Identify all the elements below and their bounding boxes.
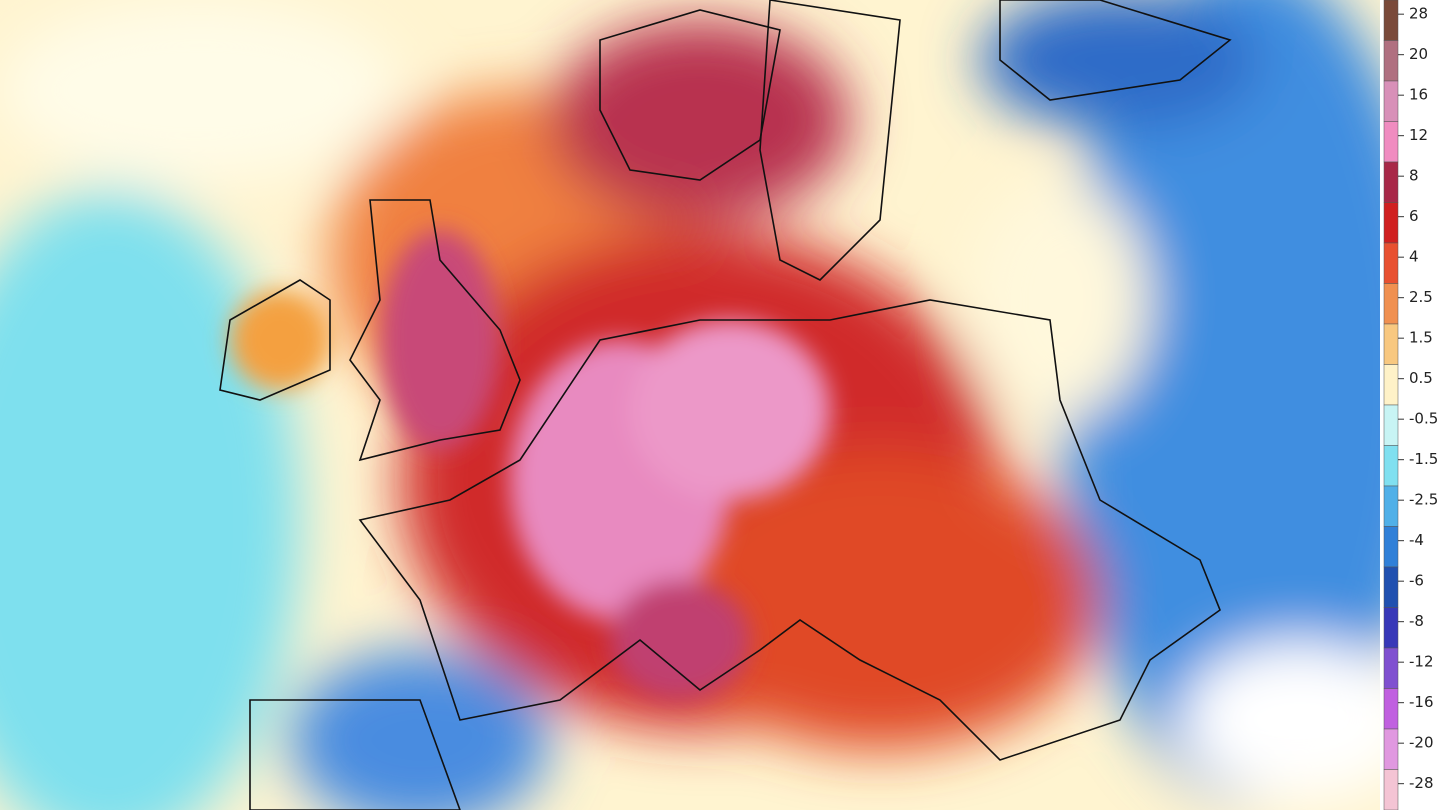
legend-swatch <box>1383 728 1399 770</box>
legend-swatch <box>1383 404 1399 446</box>
legend-swatch <box>1383 80 1399 122</box>
legend-swatch <box>1383 161 1399 203</box>
legend-swatch <box>1383 445 1399 487</box>
legend-label: -20 <box>1409 734 1434 752</box>
legend-swatch <box>1383 485 1399 527</box>
legend-label: 2.5 <box>1409 288 1433 306</box>
legend-label: -8 <box>1409 612 1424 630</box>
legend-label: -2.5 <box>1409 491 1438 509</box>
legend-label: 8 <box>1409 167 1419 185</box>
legend-swatch <box>1383 364 1399 406</box>
legend-swatch <box>1383 566 1399 608</box>
legend-swatch <box>1383 769 1399 810</box>
legend-label: -16 <box>1409 693 1434 711</box>
legend-label: 1.5 <box>1409 329 1433 347</box>
legend-swatch <box>1383 323 1399 365</box>
legend-label: 28 <box>1409 5 1428 23</box>
legend-swatch <box>1383 647 1399 689</box>
legend-swatch <box>1383 607 1399 649</box>
legend-label: -0.5 <box>1409 410 1438 428</box>
legend-label: 4 <box>1409 248 1419 266</box>
legend-swatch <box>1383 121 1399 163</box>
legend-swatch <box>1383 242 1399 284</box>
legend-swatch <box>1383 202 1399 244</box>
legend-label: -1.5 <box>1409 450 1438 468</box>
legend-swatch <box>1383 0 1399 41</box>
color-legend: 28 20 16 12 8 6 4 2.5 1.5 0.5 -0.5 -1.5 -2.5 -4 -6 -8 -1… <box>1380 0 1456 810</box>
legend-label: 20 <box>1409 45 1428 63</box>
legend-label: 16 <box>1409 86 1428 104</box>
legend-label: -28 <box>1409 774 1434 792</box>
legend-label: 12 <box>1409 126 1428 144</box>
legend-label: 6 <box>1409 207 1419 225</box>
legend-swatch <box>1383 526 1399 568</box>
legend-swatch <box>1383 283 1399 325</box>
legend-swatch <box>1383 40 1399 82</box>
legend-label: 0.5 <box>1409 369 1433 387</box>
legend-label: -12 <box>1409 653 1434 671</box>
legend-label: -6 <box>1409 572 1424 590</box>
legend-swatch <box>1383 688 1399 730</box>
legend-label: -4 <box>1409 531 1424 549</box>
coastlines <box>219 0 1232 810</box>
